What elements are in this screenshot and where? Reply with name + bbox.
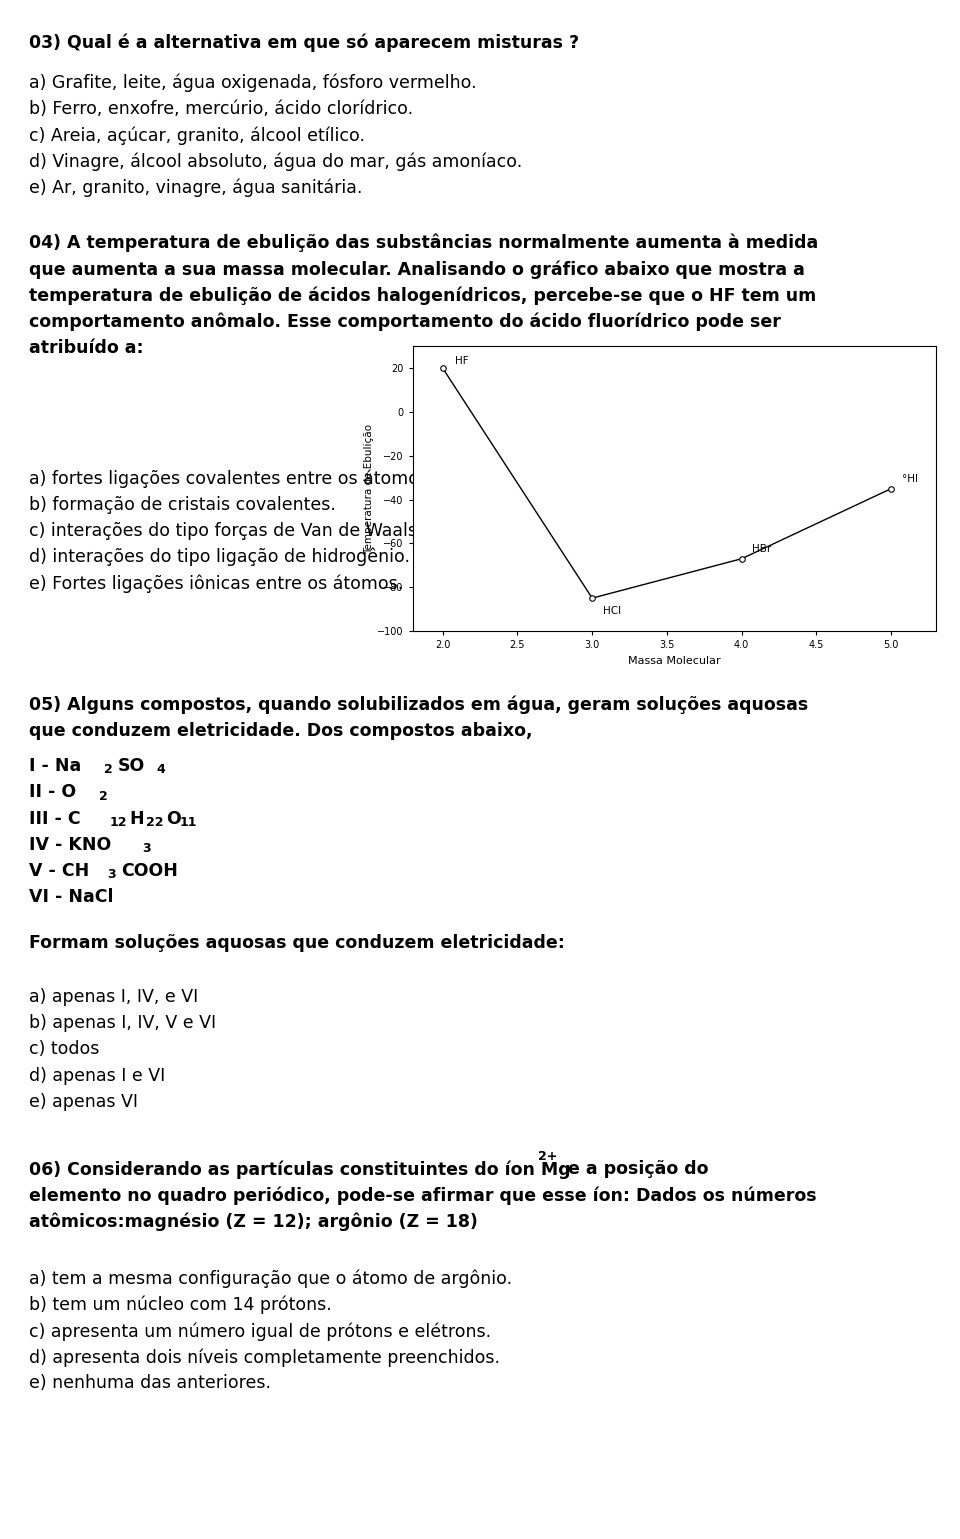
Text: IV - KNO: IV - KNO [29, 836, 111, 854]
Text: 2: 2 [99, 790, 108, 802]
Text: e) nenhuma das anteriores.: e) nenhuma das anteriores. [29, 1374, 271, 1393]
Text: H: H [130, 810, 144, 828]
Text: e) apenas VI: e) apenas VI [29, 1093, 138, 1111]
Text: elemento no quadro periódico, pode-se afirmar que esse íon: Dados os números: elemento no quadro periódico, pode-se af… [29, 1187, 816, 1205]
Text: 2+: 2+ [538, 1150, 557, 1162]
Text: VI - NaCl: VI - NaCl [29, 888, 113, 906]
Text: b) Ferro, enxofre, mercúrio, ácido clorídrico.: b) Ferro, enxofre, mercúrio, ácido clorí… [29, 100, 413, 119]
Text: COOH: COOH [121, 862, 178, 880]
Text: HCl: HCl [603, 606, 621, 616]
Text: c) Areia, açúcar, granito, álcool etílico.: c) Areia, açúcar, granito, álcool etílic… [29, 126, 365, 145]
Y-axis label: Temperatura de Ebulição: Temperatura de Ebulição [365, 423, 374, 554]
Text: 04) A temperatura de ebulição das substâncias normalmente aumenta à medida: 04) A temperatura de ebulição das substâ… [29, 234, 818, 252]
Text: d) interações do tipo ligação de hidrogênio.: d) interações do tipo ligação de hidrogê… [29, 548, 410, 566]
Text: d) apresenta dois níveis completamente preenchidos.: d) apresenta dois níveis completamente p… [29, 1348, 500, 1367]
Text: que conduzem eletricidade. Dos compostos abaixo,: que conduzem eletricidade. Dos compostos… [29, 722, 532, 740]
Text: a) tem a mesma configuração que o átomo de argônio.: a) tem a mesma configuração que o átomo … [29, 1270, 512, 1288]
Text: c) apresenta um número igual de prótons e elétrons.: c) apresenta um número igual de prótons … [29, 1322, 491, 1340]
Text: temperatura de ebulição de ácidos halogenídricos, percebe-se que o HF tem um: temperatura de ebulição de ácidos haloge… [29, 286, 816, 305]
Text: comportamento anômalo. Esse comportamento do ácido fluorídrico pode ser: comportamento anômalo. Esse comportament… [29, 312, 780, 331]
Text: °HI: °HI [901, 474, 918, 485]
Text: atribuído a:: atribuído a: [29, 339, 143, 357]
Text: HBr: HBr [752, 545, 772, 554]
Text: e) Ar, granito, vinagre, água sanitária.: e) Ar, granito, vinagre, água sanitária. [29, 179, 362, 197]
Text: SO: SO [118, 757, 145, 776]
Text: d) apenas I e VI: d) apenas I e VI [29, 1067, 165, 1085]
Text: V - CH: V - CH [29, 862, 89, 880]
Text: 06) Considerando as partículas constituintes do íon Mg: 06) Considerando as partículas constitui… [29, 1160, 570, 1179]
Text: 12: 12 [109, 816, 127, 828]
Text: 05) Alguns compostos, quando solubilizados em água, geram soluções aquosas: 05) Alguns compostos, quando solubilizad… [29, 696, 808, 714]
Text: que aumenta a sua massa molecular. Analisando o gráfico abaixo que mostra a: que aumenta a sua massa molecular. Anali… [29, 260, 804, 279]
Text: 2: 2 [104, 763, 112, 776]
Text: HF: HF [455, 356, 468, 366]
Text: c) interações do tipo forças de Van de Waals.: c) interações do tipo forças de Van de W… [29, 522, 422, 540]
Text: 03) Qual é a alternativa em que só aparecem misturas ?: 03) Qual é a alternativa em que só apare… [29, 34, 579, 52]
Text: b) tem um núcleo com 14 prótons.: b) tem um núcleo com 14 prótons. [29, 1296, 331, 1314]
Text: e) Fortes ligações iônicas entre os átomos.: e) Fortes ligações iônicas entre os átom… [29, 574, 403, 593]
Text: 11: 11 [180, 816, 197, 828]
Text: c) todos: c) todos [29, 1040, 99, 1059]
Text: O: O [166, 810, 180, 828]
Text: a) fortes ligações covalentes entre os átomos.: a) fortes ligações covalentes entre os á… [29, 469, 433, 488]
Text: Formam soluções aquosas que conduzem eletricidade:: Formam soluções aquosas que conduzem ele… [29, 934, 564, 953]
Text: d) Vinagre, álcool absoluto, água do mar, gás amoníaco.: d) Vinagre, álcool absoluto, água do mar… [29, 152, 522, 171]
Text: 3: 3 [142, 842, 151, 854]
Text: e a posição do: e a posição do [562, 1160, 708, 1179]
Text: 3: 3 [108, 868, 116, 880]
X-axis label: Massa Molecular: Massa Molecular [628, 656, 721, 665]
Text: I - Na: I - Na [29, 757, 81, 776]
Text: III - C: III - C [29, 810, 81, 828]
Text: b) apenas I, IV, V e VI: b) apenas I, IV, V e VI [29, 1014, 216, 1033]
Text: b) formação de cristais covalentes.: b) formação de cristais covalentes. [29, 496, 336, 514]
Text: II - O: II - O [29, 783, 76, 802]
Text: a) Grafite, leite, água oxigenada, fósforo vermelho.: a) Grafite, leite, água oxigenada, fósfo… [29, 74, 476, 92]
Text: a) apenas I, IV, e VI: a) apenas I, IV, e VI [29, 988, 198, 1007]
Text: 4: 4 [156, 763, 165, 776]
Text: 22: 22 [146, 816, 163, 828]
Text: atômicos:magnésio (Z = 12); argônio (Z = 18): atômicos:magnésio (Z = 12); argônio (Z =… [29, 1213, 478, 1231]
